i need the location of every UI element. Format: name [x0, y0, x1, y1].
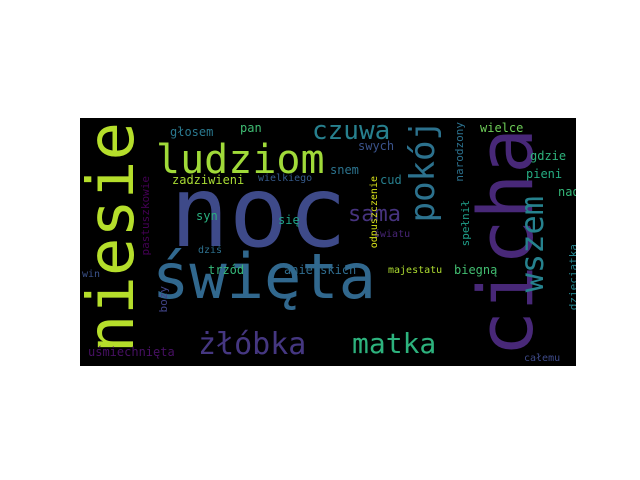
word-nad: nad [558, 185, 576, 199]
word-snem: snem [330, 163, 359, 177]
word-dzieciatka: dzieciątka [567, 244, 576, 311]
word-matka: matka [352, 327, 437, 360]
word-cud: cud [380, 173, 402, 187]
word-bozy: boży [157, 286, 170, 313]
word-usmiechnieta: uśmiechnięta [88, 345, 175, 359]
word-majestatu: majestatu [388, 265, 443, 276]
word-niesie: niesie [80, 122, 149, 354]
word-win: win [82, 269, 101, 280]
word-pieni: pieni [526, 167, 563, 181]
word-ludziom: ludziom [156, 137, 325, 183]
word-narodzony: narodzony [453, 122, 466, 182]
word-zadziwieni: zadziwieni [172, 173, 245, 187]
word-swych: swych [358, 139, 395, 153]
word-noc: noc [170, 156, 348, 270]
word-gdzie: gdzie [530, 149, 567, 163]
word-pokoj: pokój [403, 120, 443, 223]
word-swieta: święta [152, 240, 376, 313]
word-trzod: trzód [208, 263, 245, 277]
word-wielkiego: wielkiego [258, 173, 313, 184]
word-sama: sama [348, 202, 401, 227]
word-anielskich: anielskich [284, 263, 357, 277]
word-wielce: wielce [480, 121, 524, 135]
word-glosem: głosem [170, 125, 214, 139]
word-spelnil: spełnił [459, 200, 472, 247]
word-pan: pan [240, 121, 262, 135]
word-syn: syn [196, 209, 218, 223]
word-cloud: noc święta cicha niesie ludziom pokój ws… [80, 118, 576, 366]
word-calemu: całemu [524, 353, 561, 364]
word-czuwa: czuwa [312, 118, 391, 146]
word-dzis: dziś [198, 245, 223, 256]
word-zlobka: żłóbka [198, 327, 307, 362]
word-swiatu: światu [374, 229, 411, 240]
word-biegna: biegną [454, 263, 498, 277]
word-pastuszkowie: pastuszkowie [139, 176, 152, 256]
word-sie: się [278, 213, 300, 227]
word-wszem: wszem [513, 196, 551, 293]
